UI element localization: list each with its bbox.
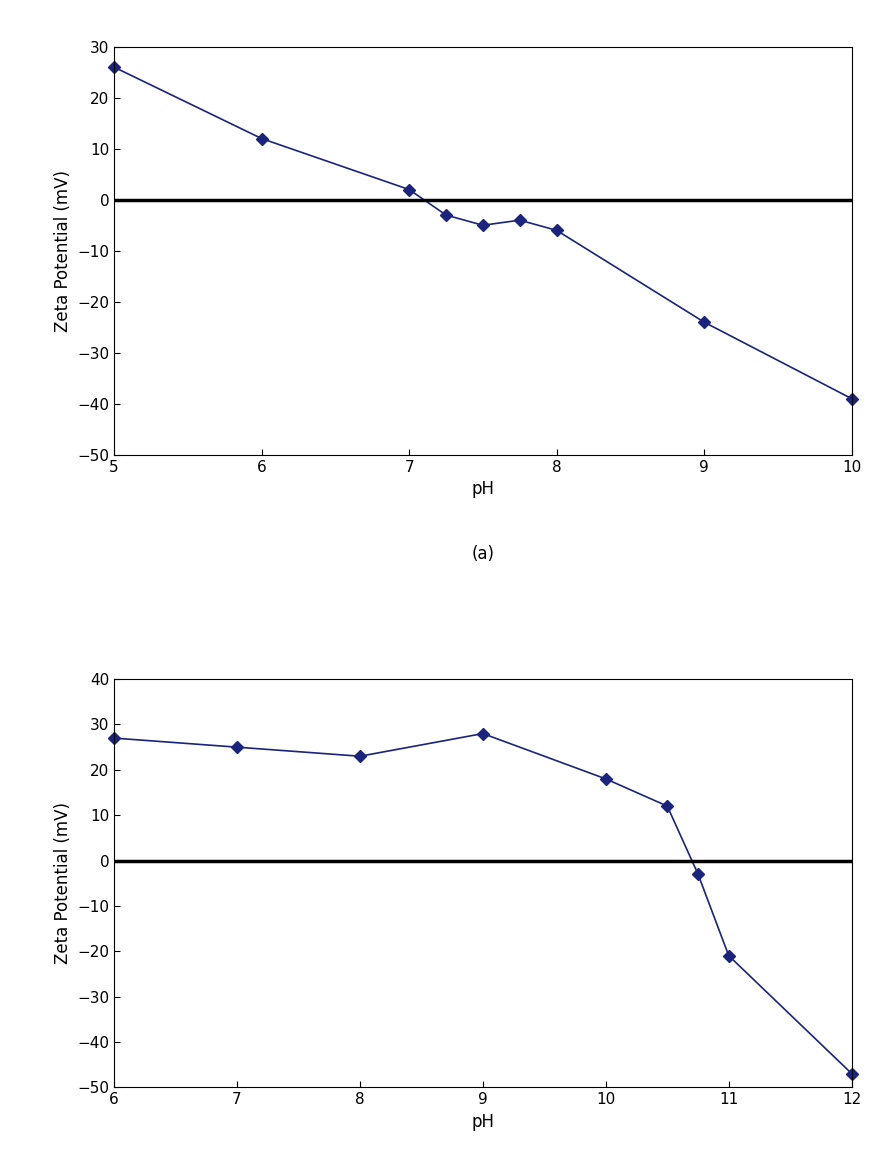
Y-axis label: Zeta Potential (mV): Zeta Potential (mV) — [53, 170, 72, 332]
Text: (a): (a) — [471, 545, 494, 562]
X-axis label: pH: pH — [471, 1113, 494, 1130]
Y-axis label: Zeta Potential (mV): Zeta Potential (mV) — [53, 802, 72, 964]
X-axis label: pH: pH — [471, 480, 494, 498]
